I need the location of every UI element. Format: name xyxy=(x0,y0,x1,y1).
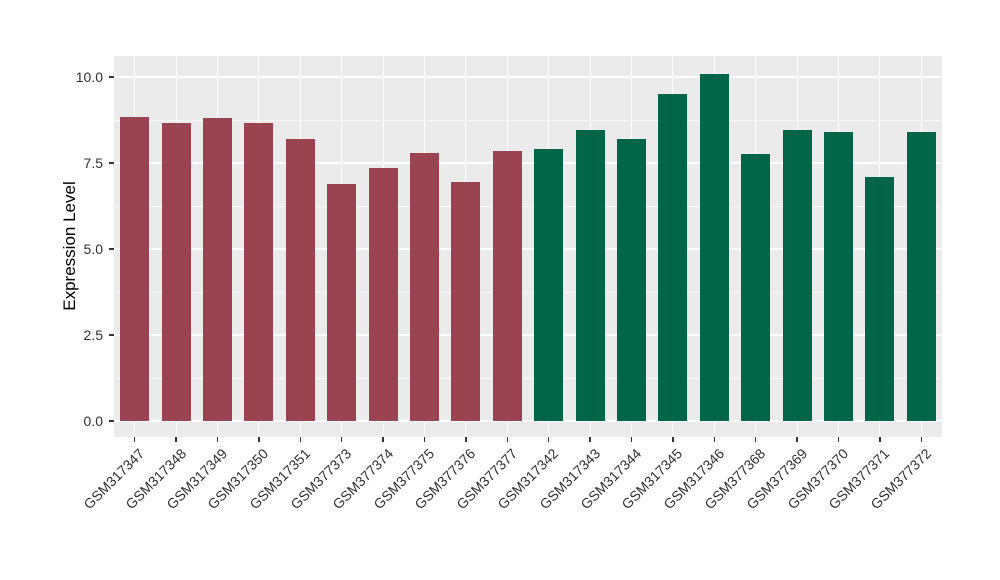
bar-GSM317349 xyxy=(203,118,232,421)
gridline-y-major xyxy=(114,162,942,164)
plot-panel xyxy=(114,56,942,437)
gridline-y-minor xyxy=(114,377,942,379)
bar-GSM377369 xyxy=(782,130,812,421)
x-tick-mark xyxy=(837,437,840,442)
bar-GSM377376 xyxy=(451,181,481,421)
bar-GSM317351 xyxy=(285,138,315,421)
bar-GSM317342 xyxy=(534,149,564,421)
x-tick-mark xyxy=(133,437,136,442)
x-tick-mark xyxy=(382,437,384,442)
x-tick-mark xyxy=(340,437,343,442)
bar-GSM317347 xyxy=(120,116,150,421)
x-tick-mark xyxy=(713,437,716,442)
gridline-y-minor xyxy=(114,291,942,293)
bar-GSM317346 xyxy=(699,73,729,421)
bar-GSM377371 xyxy=(865,176,895,421)
bar-GSM377375 xyxy=(410,152,439,421)
x-tick-mark xyxy=(547,437,550,442)
bar-GSM317345 xyxy=(658,94,688,421)
gridline-y-major xyxy=(114,248,942,250)
x-tick-mark xyxy=(506,437,509,442)
y-tick-label: 2.5 xyxy=(83,327,103,343)
x-tick-mark xyxy=(258,437,260,442)
x-tick-mark xyxy=(630,437,633,442)
y-tick-label: 0.0 xyxy=(83,413,103,429)
x-tick-mark xyxy=(216,437,219,442)
x-tick-mark xyxy=(589,437,591,442)
gridline-y-major xyxy=(114,420,942,422)
y-tick-label: 7.5 xyxy=(83,155,103,171)
y-tick-mark xyxy=(109,334,114,336)
y-tick-mark xyxy=(109,76,114,78)
x-tick-mark xyxy=(465,437,467,442)
x-tick-mark xyxy=(299,437,302,442)
bar-GSM377368 xyxy=(741,154,771,421)
y-tick-label: 5.0 xyxy=(83,241,103,257)
x-tick-mark xyxy=(920,437,923,442)
bar-GSM317343 xyxy=(575,130,605,421)
y-tick-mark xyxy=(109,420,114,422)
gridline-y-minor xyxy=(114,119,942,121)
y-tick-mark xyxy=(109,162,114,164)
y-tick-mark xyxy=(109,248,114,250)
bar-GSM377373 xyxy=(327,183,357,421)
x-tick-mark xyxy=(754,437,757,442)
bar-GSM317350 xyxy=(244,123,274,421)
x-tick-mark xyxy=(423,437,426,442)
x-tick-mark xyxy=(796,437,798,442)
bar-GSM317348 xyxy=(161,123,191,421)
bar-GSM377370 xyxy=(824,132,853,421)
gridline-y-minor xyxy=(114,205,942,207)
y-tick-label: 10.0 xyxy=(75,69,103,85)
gridline-y-major xyxy=(114,76,942,78)
bar-GSM317344 xyxy=(617,138,646,421)
bar-GSM377377 xyxy=(492,150,522,421)
x-tick-mark xyxy=(879,437,881,442)
x-tick-mark xyxy=(175,437,177,442)
bar-GSM377374 xyxy=(368,168,398,421)
x-tick-mark xyxy=(672,437,674,442)
gridline-y-major xyxy=(114,334,942,336)
bar-GSM377372 xyxy=(906,132,936,421)
